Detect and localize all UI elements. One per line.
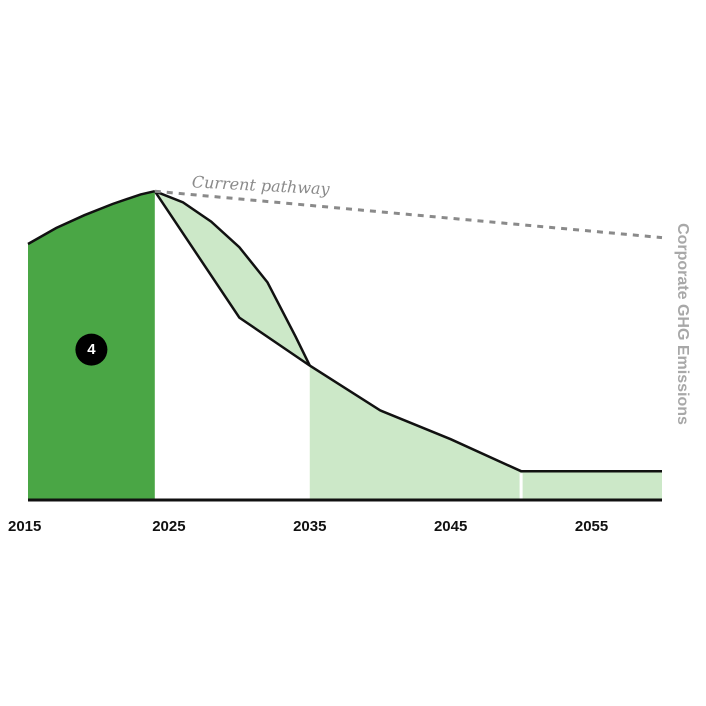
x-tick-label: 2055 [575, 518, 608, 535]
x-tick-label: 2045 [434, 518, 467, 535]
target-pathway-line [153, 190, 662, 473]
chart-lines [27, 189, 663, 502]
residual-reduction-area [521, 471, 662, 500]
x-tick-label: 2035 [293, 518, 326, 535]
chart-areas [28, 191, 662, 500]
step-badge: 4 [75, 333, 108, 366]
step-badge-circle [75, 333, 108, 366]
current-pathway-label: Current pathway [191, 172, 331, 198]
y-axis-label: Corporate GHG Emissions [674, 223, 691, 425]
x-axis-ticks: 2015 2025 2035 2045 2055 [8, 518, 608, 535]
historical-line [27, 189, 156, 246]
accelerated-reduction-area [154, 191, 310, 366]
accelerated-pathway-line [154, 190, 311, 367]
step-badge-number: 4 [87, 341, 96, 358]
current-pathway-line [154, 189, 663, 240]
x-tick-label: 2025 [152, 518, 185, 535]
x-tick-label: 2015 [8, 518, 41, 535]
